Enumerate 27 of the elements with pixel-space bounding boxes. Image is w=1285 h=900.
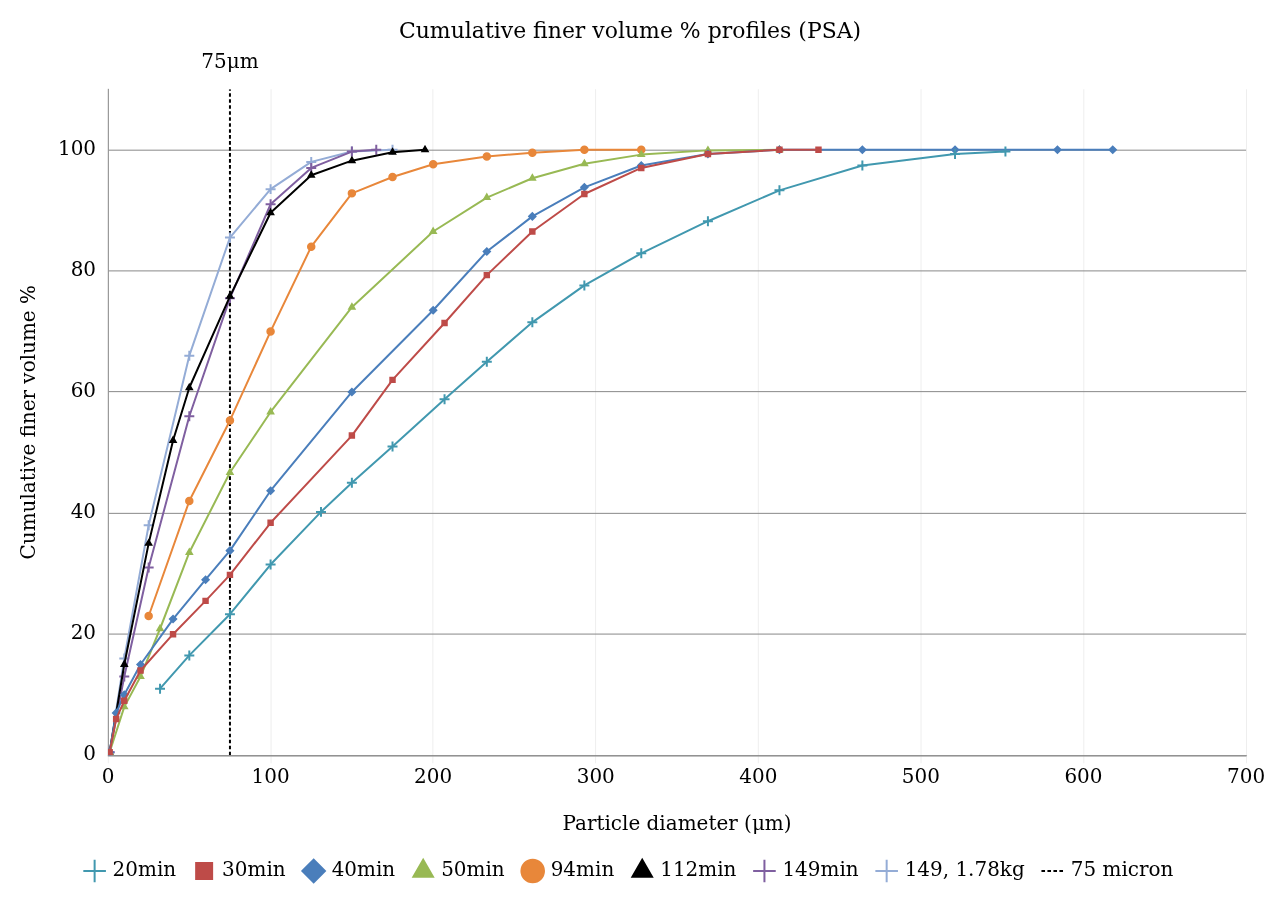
legend-label: 149min [782, 857, 859, 882]
x-tick-label: 0 [101, 764, 115, 789]
legend-label: 75 micron [1070, 857, 1174, 882]
y-tick-label: 60 [70, 378, 97, 403]
x-tick-label: 200 [414, 764, 453, 789]
x-tick-label: 100 [251, 764, 290, 789]
x-tick-label: 400 [739, 764, 778, 789]
legend-label: 20min [112, 857, 177, 882]
legend-label: 40min [331, 857, 396, 882]
legend-label: 94min [550, 857, 615, 882]
x-axis-title: Particle diameter (μm) [562, 811, 792, 836]
y-tick-label: 20 [70, 620, 97, 645]
legend-label: 50min [441, 857, 505, 882]
y-tick-label: 100 [57, 135, 97, 160]
x-tick-label: 600 [1064, 764, 1103, 789]
y-axis-title: Cumulative finer volume % [16, 285, 41, 560]
x-tick-label: 300 [576, 764, 615, 789]
legend-label: 112min [660, 857, 737, 882]
x-tick-label: 500 [901, 764, 940, 789]
x-tick-label: 700 [1226, 764, 1266, 789]
y-tick-label: 40 [70, 499, 97, 524]
legend-label: 149, 1.78kg [904, 857, 1025, 882]
chart-title: Cumulative finer volume % profiles (PSA) [398, 17, 862, 43]
y-tick-label: 0 [83, 741, 97, 766]
annotation: 75μm [201, 49, 259, 74]
y-tick-label: 80 [70, 257, 97, 282]
legend-label: 30min [222, 857, 286, 882]
